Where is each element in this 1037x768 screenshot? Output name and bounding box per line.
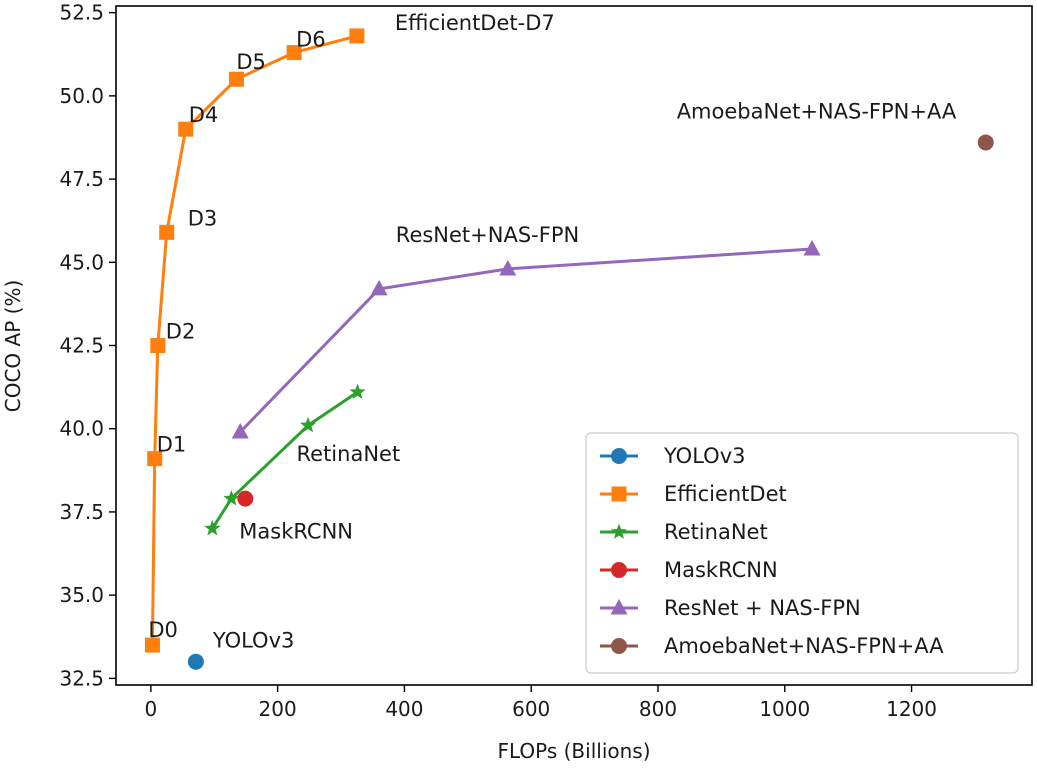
annotation-retinanet: RetinaNet [297,442,401,466]
legend: YOLOv3 EfficientDet RetinaNet MaskRCNN R… [586,433,1018,673]
series-maskrcnn [237,491,253,507]
series-yolov3 [188,654,204,670]
x-tick-label: 400 [385,697,423,721]
legend-label-yolov3: YOLOv3 [663,444,745,468]
y-axis-label: COCO AP (%) [1,280,25,412]
annotation-d3: D3 [188,206,218,230]
y-tick-label: 50.0 [59,84,104,108]
x-axis-ticks: 0 200 400 600 800 1000 1200 [144,685,937,721]
x-axis-label: FLOPs (Billions) [497,739,650,763]
y-tick-label: 32.5 [59,666,104,690]
legend-label-maskrcnn: MaskRCNN [664,558,778,582]
legend-marker-maskrcnn [611,562,627,578]
annotation-d0: D0 [148,618,178,642]
y-tick-label: 35.0 [59,583,104,607]
annotation-efficientdet-d7: EfficientDet-D7 [395,11,555,35]
x-tick-label: 600 [512,697,550,721]
data-point-amoebanet-nas-fpn-aa [978,134,994,150]
annotation-resnet-nas-fpn: ResNet+NAS-FPN [396,223,579,247]
legend-label-retinanet: RetinaNet [664,520,768,544]
annotation-d2: D2 [166,320,196,344]
x-tick-label: 0 [144,697,157,721]
x-tick-label: 1000 [759,697,810,721]
data-point-efficientdet [349,28,364,43]
y-tick-label: 45.0 [59,250,104,274]
data-point-yolov3 [188,654,204,670]
annotation-d6: D6 [296,28,326,52]
legend-marker-efficientdet [612,487,627,502]
y-tick-label: 47.5 [59,167,104,191]
legend-label-amoebanet: AmoebaNet+NAS-FPN+AA [664,634,944,658]
x-tick-label: 1200 [886,697,937,721]
annotation-d4: D4 [189,103,219,127]
y-tick-label: 37.5 [59,500,104,524]
series-amoebanet-nas-fpn-aa [978,134,994,150]
data-point-efficientdet [150,338,165,353]
y-tick-label: 40.0 [59,417,104,441]
annotation-d1: D1 [157,433,187,457]
y-tick-label: 42.5 [59,334,104,358]
legend-label-resnet-nas-fpn: ResNet + NAS-FPN [664,596,861,620]
y-tick-label: 52.5 [59,1,104,25]
annotation-d5: D5 [236,50,266,74]
annotation-maskrcnn: MaskRCNN [239,520,353,544]
data-point-efficientdet [159,225,174,240]
legend-marker-amoebanet-nas-fpn-aa [611,638,627,654]
legend-marker-yolov3 [611,448,627,464]
annotation-yolov3: YOLOv3 [212,629,294,653]
chart: 0 200 400 600 800 1000 1200 32.5 35.0 37.5 40.0 42… [0,0,1037,768]
y-axis-ticks: 32.5 35.0 37.5 40.0 42.5 45.0 47.5 50.0 52.5 [59,1,116,691]
annotation-amoebanet: AmoebaNet+NAS-FPN+AA [677,100,957,124]
x-tick-label: 800 [639,697,677,721]
legend-label-efficientdet: EfficientDet [664,482,787,506]
x-tick-label: 200 [259,697,297,721]
data-point-maskrcnn [237,491,253,507]
